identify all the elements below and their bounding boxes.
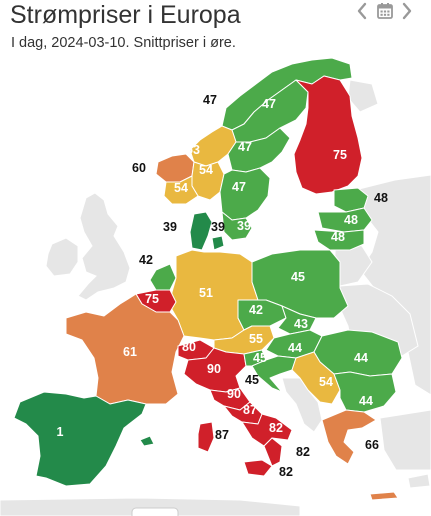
label-nl: 42 (139, 253, 153, 267)
label-bg: 44 (359, 394, 373, 408)
label-sicily: 82 (279, 465, 293, 479)
label-se-4: 39 (237, 219, 251, 233)
label-dk-east: 39 (211, 220, 225, 234)
region-se4[interactable] (221, 211, 253, 241)
label-fi: 75 (333, 148, 347, 162)
calendar-icon (377, 3, 393, 19)
label-hr: 45 (245, 373, 259, 387)
region-it-calabria[interactable] (263, 437, 283, 467)
country-shapes (13, 57, 403, 501)
label-it-sud: 82 (269, 421, 283, 435)
label-hu: 44 (288, 341, 302, 355)
label-it-north: 90 (207, 362, 221, 376)
region-hr[interactable] (251, 355, 297, 393)
label-gr: 66 (365, 438, 379, 452)
map-footer-button[interactable] (131, 507, 179, 516)
price-labels: 47 47 75 53 47 60 54 54 47 48 48 48 39 3… (57, 93, 388, 479)
next-day-button[interactable] (399, 0, 415, 22)
region-nl[interactable] (149, 263, 177, 291)
region-it-sardinia[interactable] (197, 421, 215, 453)
region-fr[interactable] (65, 293, 185, 405)
page-subtitle: I dag, 2024-03-10. Snittpriser i øre. (11, 35, 236, 51)
label-ch: 80 (182, 340, 196, 354)
page-title: Strømpriser i Europa (10, 1, 241, 29)
label-si: 45 (253, 351, 267, 365)
label-es: 1 (57, 425, 64, 439)
label-ee: 48 (374, 191, 388, 205)
label-se-north: 47 (262, 97, 276, 111)
label-sardinia: 87 (215, 428, 229, 442)
chevron-right-icon (402, 2, 412, 20)
label-se-mid: 47 (238, 140, 252, 154)
label-no-south-1: 54 (199, 163, 213, 177)
region-rs[interactable] (291, 351, 341, 405)
region-bg[interactable] (333, 371, 397, 413)
label-it-csud: 87 (243, 403, 257, 417)
label-pl: 45 (291, 270, 305, 284)
label-fr: 61 (123, 345, 137, 359)
background-land (0, 79, 431, 516)
region-es-baleares (139, 435, 155, 447)
region-lv[interactable] (317, 207, 373, 233)
prev-day-button[interactable] (354, 0, 370, 22)
region-lt[interactable] (313, 229, 365, 251)
label-be: 75 (145, 292, 159, 306)
region-no2[interactable] (163, 175, 199, 205)
label-cz: 42 (249, 303, 263, 317)
label-dk-west: 39 (163, 220, 177, 234)
region-dk2[interactable] (211, 235, 225, 251)
label-lt: 48 (331, 230, 345, 244)
region-es[interactable] (13, 391, 147, 487)
label-no-south-2: 54 (174, 181, 188, 195)
label-it-cnor: 90 (227, 387, 241, 401)
region-cz[interactable] (237, 299, 287, 331)
label-de: 51 (199, 286, 213, 300)
label-at: 55 (249, 332, 263, 346)
region-se3[interactable] (219, 167, 271, 221)
region-se2[interactable] (227, 127, 291, 173)
region-gr-crete (369, 491, 399, 501)
calendar-button[interactable] (374, 0, 396, 22)
label-rs: 54 (319, 375, 333, 389)
region-it-nord[interactable] (183, 347, 247, 393)
label-lv: 48 (344, 213, 358, 227)
region-it-sud[interactable] (241, 413, 293, 447)
region-gr[interactable] (321, 409, 377, 465)
label-calabria: 82 (296, 445, 310, 459)
label-se-south: 47 (232, 180, 246, 194)
label-no-central: 53 (186, 143, 200, 157)
label-sk: 43 (294, 317, 308, 331)
label-ro: 44 (354, 351, 368, 365)
region-it-sicily[interactable] (243, 459, 273, 477)
chevron-left-icon (357, 2, 367, 20)
label-no-west: 60 (132, 161, 146, 175)
region-dk1[interactable] (189, 211, 213, 251)
label-no-north: 47 (203, 93, 217, 107)
